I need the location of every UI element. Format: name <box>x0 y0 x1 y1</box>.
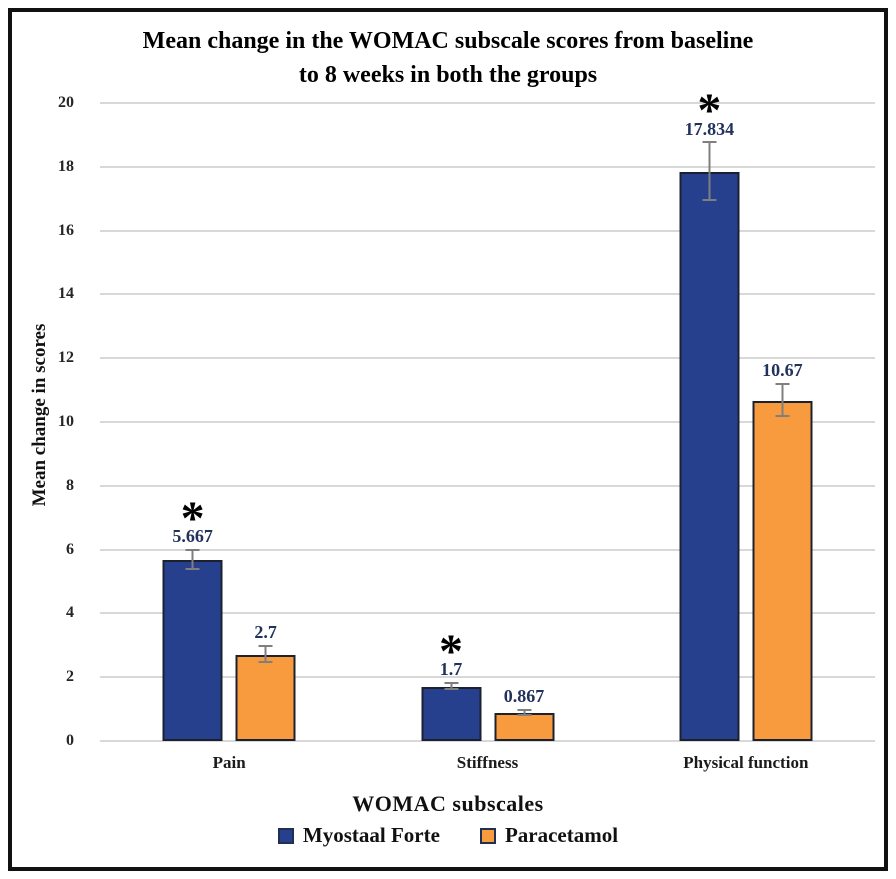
gridline <box>100 676 875 679</box>
value-label: 10.67 <box>762 359 803 380</box>
y-tick-label: 20 <box>58 94 74 111</box>
x-category-label: Physical function <box>683 753 809 772</box>
bar-myostaal-forte <box>162 560 223 741</box>
gridline <box>100 357 875 360</box>
chart-title: Mean change in the WOMAC subscale scores… <box>50 25 846 92</box>
error-bar <box>264 646 267 663</box>
significance-asterisk: * <box>180 491 205 545</box>
y-tick-label: 18 <box>58 157 74 175</box>
error-bar <box>781 384 784 417</box>
bar-column: 5.667 * <box>162 103 223 741</box>
y-tick-label: 16 <box>58 221 74 239</box>
error-cap-top <box>258 644 273 647</box>
value-label: 17.834 <box>684 118 735 139</box>
bar-myostaal-forte <box>421 686 481 741</box>
legend-item: Paracetamol <box>479 823 619 848</box>
error-cap-top <box>185 548 200 551</box>
error-bar <box>708 143 711 201</box>
x-category-label: Pain <box>212 753 246 772</box>
error-cap-bottom <box>444 687 458 690</box>
gridline <box>100 102 875 104</box>
bar-column: 17.834 * <box>679 87 740 741</box>
error-bar <box>523 711 525 716</box>
legend-label: Myostaal Forte <box>302 823 440 847</box>
y-tick-label: 4 <box>66 604 74 622</box>
y-tick-label: 8 <box>66 476 74 494</box>
chart-title-line2: to 8 weeks in both the groups <box>298 61 598 88</box>
error-bar <box>450 683 452 690</box>
bar-column: 1.7 * <box>421 103 481 741</box>
gridline <box>100 740 875 742</box>
y-axis-ticks: 0 2 4 6 8 10 12 14 16 18 20 <box>0 94 88 749</box>
value-label: 0.867 <box>503 686 545 707</box>
error-cap-top <box>702 141 717 144</box>
error-cap-top <box>517 709 531 712</box>
bar-myostaal-forte <box>679 172 740 741</box>
gridline <box>100 421 875 423</box>
significance-asterisk: * <box>697 84 722 138</box>
gridline <box>100 548 875 551</box>
value-label: 1.7 <box>439 658 463 679</box>
y-tick-label: 10 <box>58 413 74 430</box>
x-axis-title: WOMAC subscales <box>352 791 544 816</box>
y-tick-label: 0 <box>66 732 74 749</box>
bar-paracetamol <box>494 713 554 741</box>
gridline <box>100 229 875 232</box>
gridline <box>100 484 875 487</box>
gridline <box>100 293 875 296</box>
bar-paracetamol <box>752 400 813 741</box>
bar-group: 5.667 * 2.7 Pain <box>162 103 296 772</box>
significance-asterisk: * <box>439 624 463 678</box>
plot-area: 5.667 * 2.7 Pain 1.7 * 0.867 Stiffness 17.834 * 10… <box>100 87 875 772</box>
error-cap-top <box>775 382 790 385</box>
bar-group: 17.834 * 10.67 Physical function <box>679 87 813 772</box>
x-category-label: Stiffness <box>456 753 519 772</box>
value-label: 2.7 <box>254 622 277 643</box>
error-cap-bottom <box>185 567 200 570</box>
bar-paracetamol <box>235 654 296 741</box>
y-tick-label: 6 <box>66 540 74 558</box>
legend: Myostaal Forte Paracetamol <box>8 823 888 848</box>
legend-swatch <box>479 827 496 844</box>
gridline <box>100 165 875 168</box>
legend-swatch <box>277 827 294 844</box>
error-cap-bottom <box>517 713 531 716</box>
y-tick-label: 2 <box>66 668 74 686</box>
error-cap-bottom <box>258 660 273 663</box>
bar-column: 2.7 <box>235 103 296 741</box>
y-tick-label: 12 <box>58 349 74 367</box>
gridline <box>100 612 875 615</box>
bar-column: 0.867 <box>494 103 554 741</box>
chart-title-line1: Mean change in the WOMAC subscale scores… <box>142 28 754 54</box>
bar-column: 10.67 <box>752 103 813 741</box>
error-bar <box>191 550 194 570</box>
error-cap-bottom <box>702 198 717 201</box>
bar-group: 1.7 * 0.867 Stiffness <box>421 103 554 772</box>
y-tick-label: 14 <box>58 285 74 303</box>
legend-label: Paracetamol <box>504 823 619 847</box>
error-cap-bottom <box>775 414 790 417</box>
value-label: 5.667 <box>172 525 213 546</box>
legend-item: Myostaal Forte <box>277 823 440 848</box>
error-cap-top <box>444 681 458 684</box>
